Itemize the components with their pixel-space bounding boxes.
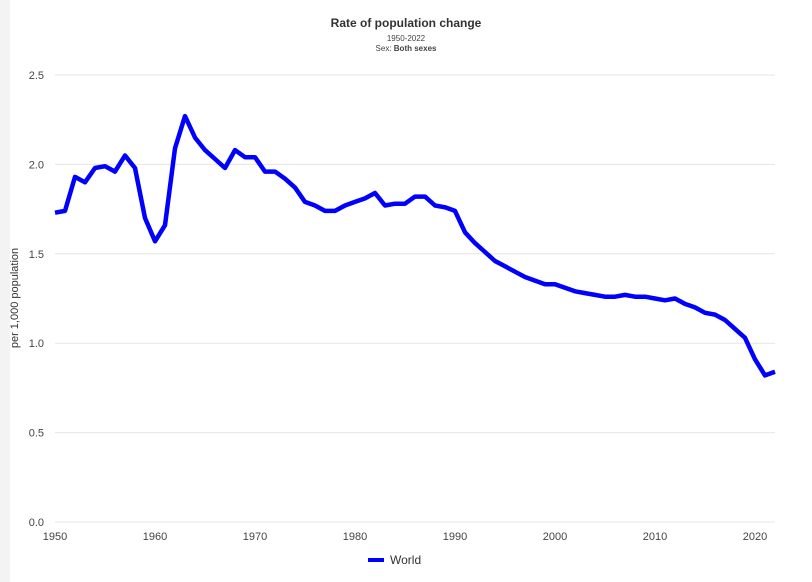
series-group — [54, 113, 776, 378]
legend[interactable]: World — [368, 553, 421, 567]
y-tick-label: 2.5 — [29, 70, 44, 82]
subtitle-sex-value: Both sexes — [393, 44, 437, 53]
x-tick-label: 2000 — [543, 531, 567, 543]
x-tick-label: 1960 — [143, 531, 167, 543]
y-tick-label: 0.0 — [29, 517, 44, 529]
x-axis-ticks: 1950 1960 1970 1980 1990 2000 2010 2020 — [43, 531, 767, 543]
y-axis-ticks: 0.0 0.5 1.0 1.5 2.0 2.5 — [29, 70, 44, 529]
x-tick-label: 2010 — [643, 531, 667, 543]
x-tick-label: 2020 — [743, 531, 767, 543]
grid-lines — [55, 74, 775, 523]
x-tick-label: 1970 — [243, 531, 267, 543]
chart-title: Rate of population change — [330, 16, 482, 30]
page-edge-strip — [0, 0, 10, 582]
y-axis-label: per 1,000 population — [9, 248, 21, 348]
y-tick-label: 2.0 — [29, 159, 44, 171]
x-tick-label: 1980 — [343, 531, 367, 543]
legend-label-world: World — [390, 553, 421, 567]
series-line-world[interactable] — [54, 113, 776, 378]
x-tick-label: 1990 — [443, 531, 467, 543]
y-tick-label: 0.5 — [29, 428, 44, 440]
subtitle-sex-label: Sex: — [375, 44, 392, 53]
x-tick-label: 1950 — [43, 531, 67, 543]
subtitle-sex: Sex: Both sexes — [0, 44, 812, 54]
subtitle-range: 1950-2022 — [386, 34, 426, 43]
y-tick-label: 1.0 — [29, 338, 44, 350]
y-tick-label: 1.5 — [29, 249, 44, 261]
chart-subtitle: 1950-2022 Sex: Both sexes — [0, 34, 812, 54]
